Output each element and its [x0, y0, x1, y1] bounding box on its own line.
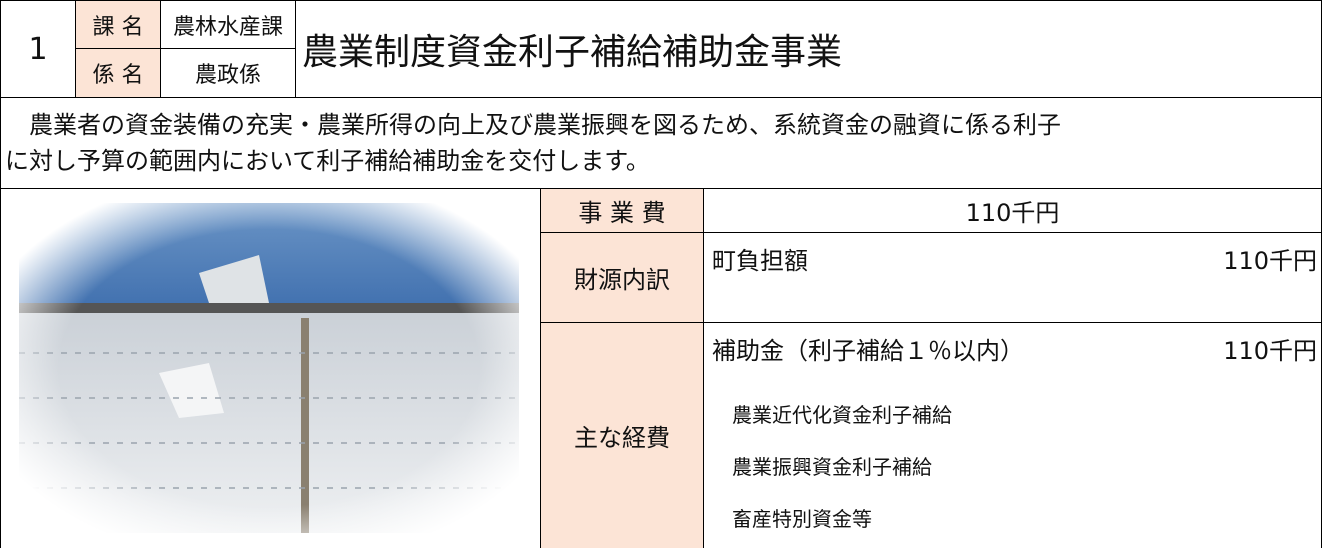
section-label: 課 名: [92, 14, 144, 40]
label-cell: 主な経費: [540, 322, 704, 548]
label-cell: 財源内訳: [540, 232, 704, 323]
unit: 農政係: [194, 63, 261, 88]
title-cell: 農業制度資金利子補給補助金事業: [295, 0, 1322, 98]
description-line: に対し予算の範囲内において利子補給補助金を交付します。: [5, 147, 650, 175]
budget-value: 110千円: [965, 199, 1060, 227]
description-cell: 農業者の資金装備の充実・農業所得の向上及び農業振興を図るため、系統資金の融資に係…: [0, 97, 1322, 189]
value-cell: 農政係: [160, 48, 296, 98]
number-cell: 1: [0, 0, 76, 98]
value-cell: 110千円: [703, 188, 1322, 233]
photo-cell: [0, 188, 541, 548]
description-line: 農業者の資金装備の充実・農業所得の向上及び農業振興を図るため、系統資金の融資に係…: [5, 111, 1061, 139]
expense-amount: 110千円: [1223, 337, 1317, 365]
expense-detail: 畜産特別資金等: [732, 507, 872, 531]
expense-detail: 農業近代化資金利子補給: [732, 403, 952, 427]
number: 1: [28, 31, 48, 67]
funding-label: 財源内訳: [574, 266, 670, 294]
unit-label: 係 名: [92, 63, 144, 88]
expenses-label: 主な経費: [574, 424, 670, 452]
funding-amount: 110千円: [1223, 247, 1317, 275]
value-cell: 農林水産課: [160, 0, 296, 49]
value-cell: 町負担額 110千円: [703, 232, 1322, 323]
label-cell: 係 名: [75, 48, 161, 98]
expense-name: 補助金（利子補給１％以内）: [712, 337, 1024, 365]
photo: [19, 203, 519, 533]
title: 農業制度資金利子補給補助金事業: [302, 32, 843, 73]
funding-name: 町負担額: [712, 247, 808, 275]
value-cell: 補助金（利子補給１％以内） 110千円 農業近代化資金利子補給 農業振興資金利子…: [703, 322, 1322, 548]
budget-label: 事 業 費: [578, 199, 666, 227]
expense-detail: 農業振興資金利子補給: [732, 455, 932, 479]
section: 農林水産課: [172, 14, 283, 40]
label-cell: 課 名: [75, 0, 161, 49]
label-cell: 事 業 費: [540, 188, 704, 233]
